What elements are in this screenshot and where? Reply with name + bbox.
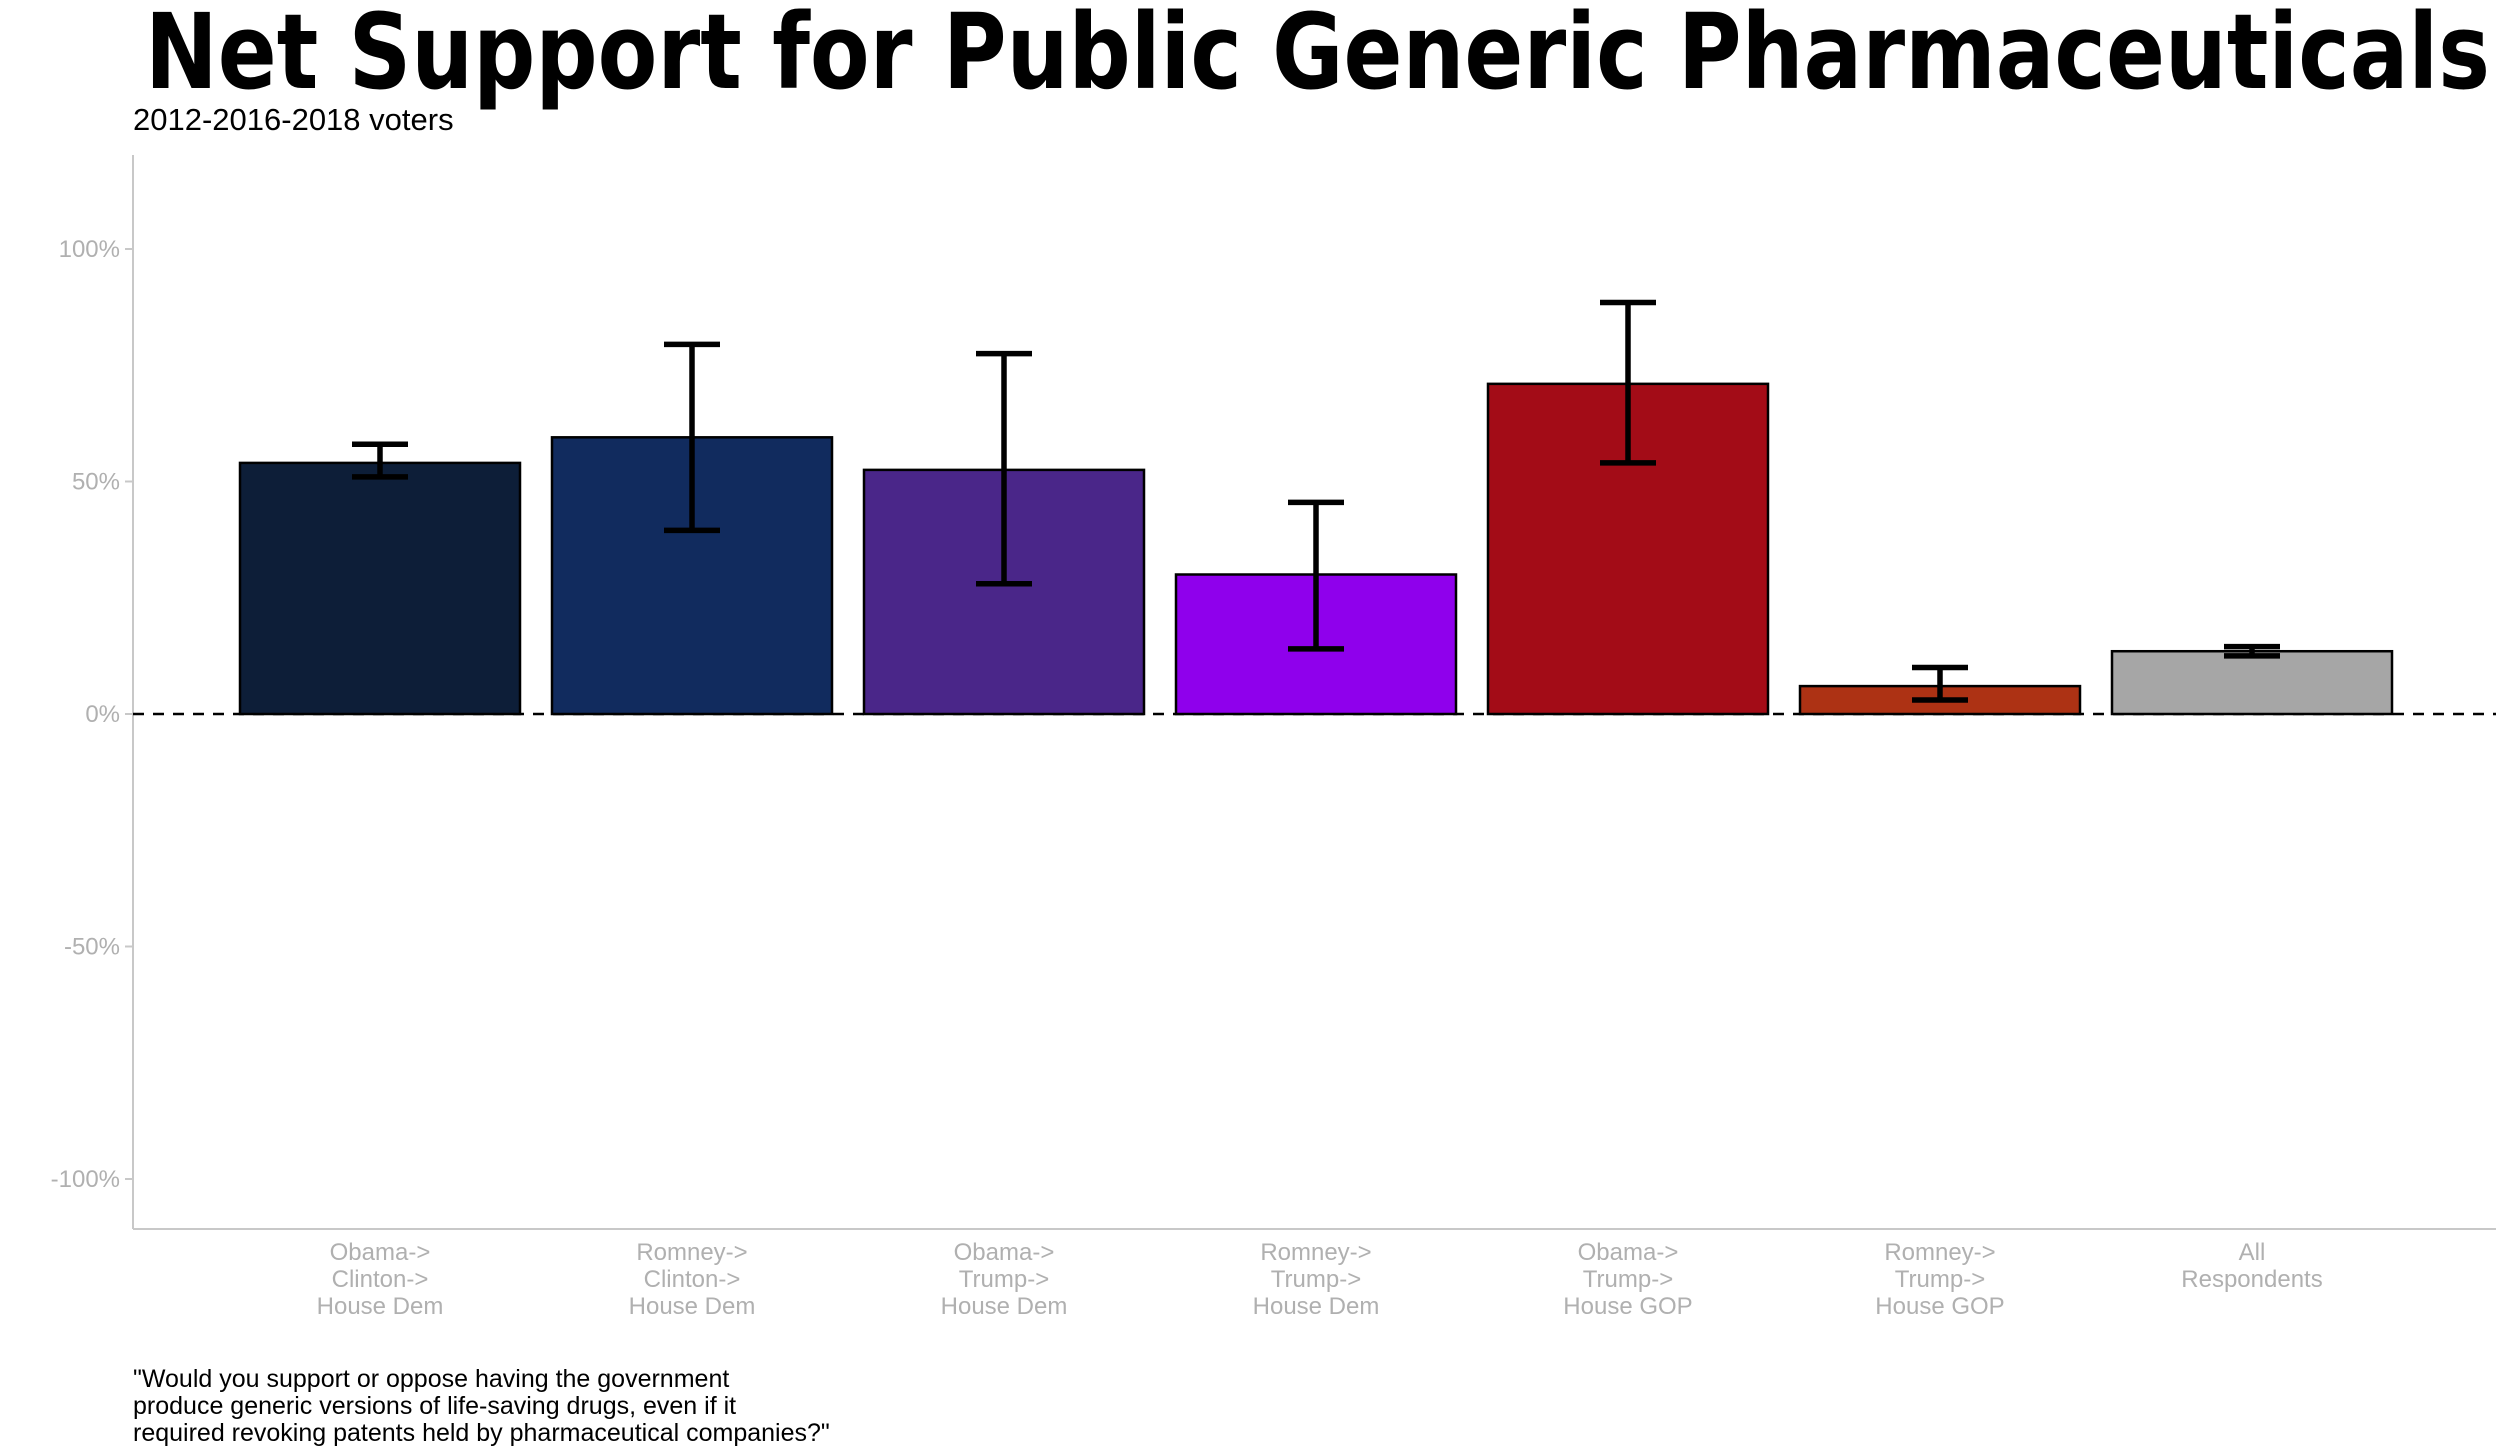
caption-line: required revoking patents held by pharma…: [133, 1419, 830, 1447]
error-bar: [352, 441, 408, 480]
x-tick-label: Romney->: [1260, 1239, 1371, 1266]
x-tick-label: Clinton->: [332, 1266, 429, 1293]
x-tick-label: Trump->: [1271, 1266, 1361, 1293]
error-bars: [352, 299, 2280, 703]
axes: 100% 50% 0% -50% -100%: [51, 155, 2496, 1230]
x-tick-label: House Dem: [1253, 1293, 1380, 1320]
caption-line: produce generic versions of life-saving …: [133, 1392, 736, 1420]
x-tick-label: Romney->: [636, 1239, 747, 1266]
x-tick-label: Obama->: [954, 1239, 1055, 1266]
caption-line: "Would you support or oppose having the …: [133, 1365, 729, 1393]
error-bar: [2224, 643, 2280, 659]
x-tick-label: House Dem: [317, 1293, 444, 1320]
x-tick-label: All: [2239, 1239, 2266, 1266]
y-tick-label: -50%: [64, 934, 120, 961]
error-bar: [664, 341, 720, 534]
y-tick-label: 50%: [72, 469, 120, 496]
x-tick-label: House Dem: [941, 1293, 1068, 1320]
y-tick-label: 0%: [85, 701, 120, 728]
x-tick-label: Respondents: [2181, 1266, 2322, 1293]
error-bar: [1912, 664, 1968, 703]
x-tick-label: House Dem: [629, 1293, 756, 1320]
error-bar: [976, 350, 1032, 587]
x-tick-label: House GOP: [1875, 1293, 2004, 1320]
error-bar: [1600, 299, 1656, 466]
x-tick-label: Trump->: [1583, 1266, 1673, 1293]
chart-subtitle: 2012-2016-2018 voters: [133, 102, 454, 137]
y-tick-label: -100%: [51, 1166, 120, 1193]
x-tick-labels: Obama->Clinton->House DemRomney->Clinton…: [317, 1239, 2323, 1320]
x-tick-label: House GOP: [1563, 1293, 1692, 1320]
y-tick-label: 100%: [59, 236, 120, 263]
x-tick-label: Romney->: [1884, 1239, 1995, 1266]
chart-title: Net Support for Public Generic Pharmaceu…: [145, 0, 2490, 113]
bar: [2110, 649, 2394, 716]
bar: [238, 461, 522, 716]
chart-caption: "Would you support or oppose having the …: [133, 1365, 830, 1447]
x-tick-label: Obama->: [1578, 1239, 1679, 1266]
error-bar: [1288, 499, 1344, 652]
x-tick-label: Clinton->: [644, 1266, 741, 1293]
x-tick-label: Obama->: [330, 1239, 431, 1266]
x-tick-label: Trump->: [959, 1266, 1049, 1293]
x-tick-label: Trump->: [1895, 1266, 1985, 1293]
